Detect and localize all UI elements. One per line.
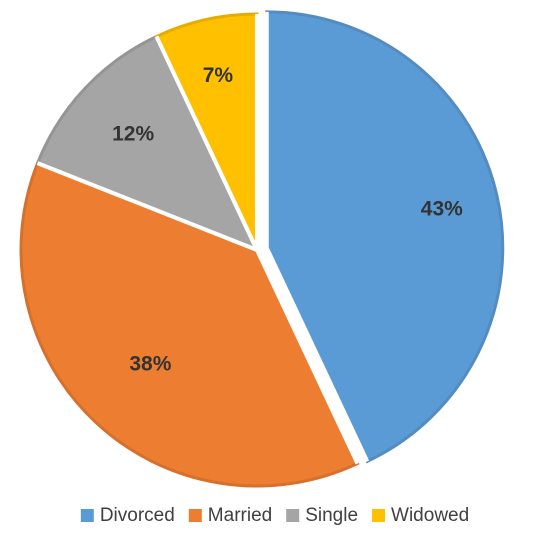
pie-slice-married	[19, 161, 360, 488]
legend-swatch-married	[188, 509, 202, 522]
legend-swatch-single	[286, 509, 300, 522]
pie-slice-labels: 43% 38% 12% 7%	[112, 64, 463, 376]
legend: Divorced Married Single Widowed	[80, 505, 469, 526]
legend-label-widowed: Widowed	[391, 505, 469, 526]
pie-slices	[19, 10, 505, 488]
legend-swatch-widowed	[372, 509, 386, 522]
pie-slice-divorced	[265, 10, 505, 464]
slice-separator	[154, 14, 259, 251]
legend-label-married: Married	[208, 505, 272, 526]
pie-slice-single	[35, 34, 260, 253]
legend-label-divorced: Divorced	[100, 505, 175, 526]
pie-slice-widowed	[154, 12, 259, 251]
legend-label-single: Single	[305, 505, 358, 526]
slice-label-divorced: 43%	[421, 198, 463, 221]
slice-label-widowed: 7%	[203, 64, 234, 87]
legend-swatch-divorced	[80, 509, 94, 522]
slice-label-married: 38%	[129, 353, 171, 376]
slice-separator	[264, 11, 370, 463]
slice-label-single: 12%	[112, 123, 154, 146]
